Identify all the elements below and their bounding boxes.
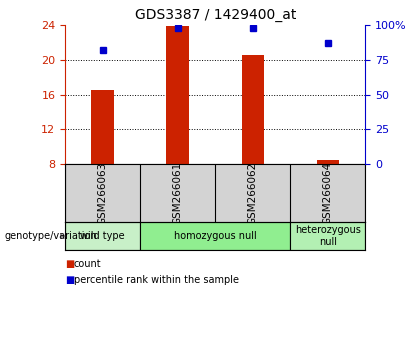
Text: homozygous null: homozygous null: [174, 231, 257, 241]
Bar: [317, 160, 339, 164]
Bar: [166, 25, 189, 164]
Text: wild type: wild type: [80, 231, 125, 241]
Text: percentile rank within the sample: percentile rank within the sample: [74, 275, 239, 285]
Text: GSM266061: GSM266061: [173, 162, 183, 225]
Bar: [65, 222, 140, 250]
Text: GSM266062: GSM266062: [248, 162, 258, 225]
Text: ■: ■: [65, 259, 74, 269]
Title: GDS3387 / 1429400_at: GDS3387 / 1429400_at: [134, 8, 296, 22]
Text: GSM266064: GSM266064: [323, 162, 333, 225]
Bar: [241, 55, 264, 164]
Text: ■: ■: [65, 275, 74, 285]
Bar: [92, 90, 114, 164]
Bar: [290, 222, 365, 250]
Text: GSM266063: GSM266063: [97, 162, 108, 225]
Text: heterozygous
null: heterozygous null: [295, 225, 361, 247]
Text: genotype/variation: genotype/variation: [4, 231, 97, 241]
Bar: [140, 222, 290, 250]
Text: count: count: [74, 259, 101, 269]
